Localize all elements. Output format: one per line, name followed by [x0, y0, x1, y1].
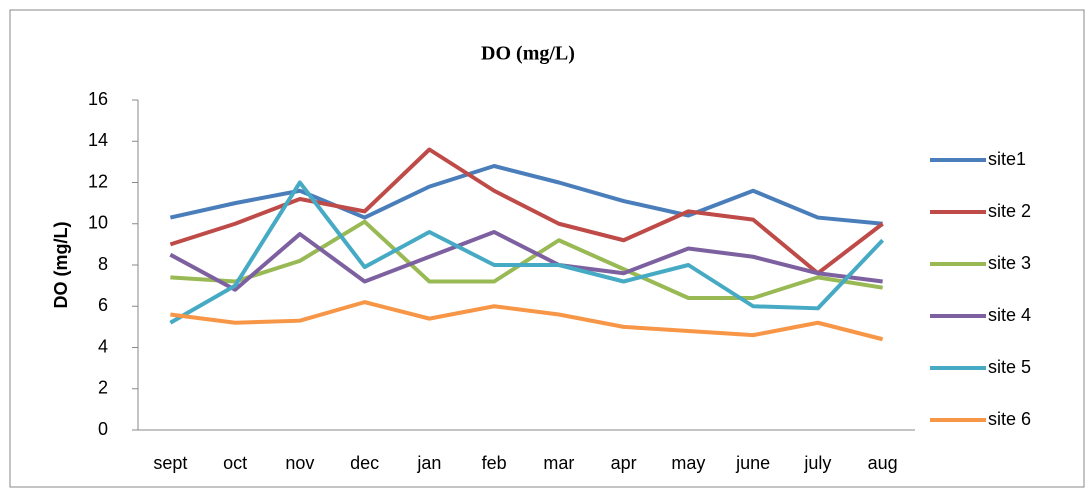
y-tick-label: 10 — [88, 213, 108, 233]
series-line — [170, 219, 883, 300]
legend-label: site 2 — [988, 201, 1031, 221]
x-tick-label: mar — [543, 453, 574, 473]
x-tick-label: dec — [350, 453, 379, 473]
y-axis-label: DO (mg/L) — [51, 222, 71, 309]
legend-label: site 6 — [988, 409, 1031, 429]
series-line — [169, 164, 883, 226]
x-tick-label: feb — [482, 453, 507, 473]
x-tick-label: jan — [416, 453, 441, 473]
y-tick-label: 16 — [88, 89, 108, 109]
y-tick-label: 12 — [88, 171, 108, 191]
x-tick-label: oct — [223, 453, 247, 473]
series-line — [169, 230, 883, 292]
chart-frame — [9, 9, 1085, 488]
series-line — [170, 300, 884, 342]
legend-label: site 4 — [988, 305, 1031, 325]
x-tick-label: may — [671, 453, 705, 473]
legend-label: site1 — [988, 149, 1026, 169]
y-tick-label: 0 — [98, 419, 108, 439]
series-line — [169, 180, 885, 325]
x-tick-label: aug — [868, 453, 898, 473]
x-tick-label: june — [735, 453, 770, 473]
x-tick-label: apr — [611, 453, 637, 473]
x-tick-label: sept — [153, 453, 187, 473]
x-tick-label: nov — [285, 453, 314, 473]
x-tick-label: july — [803, 453, 831, 473]
legend-label: site 3 — [988, 253, 1031, 273]
y-tick-label: 14 — [88, 130, 108, 150]
y-tick-label: 6 — [98, 295, 108, 315]
y-tick-label: 2 — [98, 378, 108, 398]
y-tick-label: 8 — [98, 254, 108, 274]
y-tick-label: 4 — [98, 336, 108, 356]
legend-label: site 5 — [988, 357, 1031, 377]
chart-title: DO (mg/L) — [481, 43, 575, 65]
